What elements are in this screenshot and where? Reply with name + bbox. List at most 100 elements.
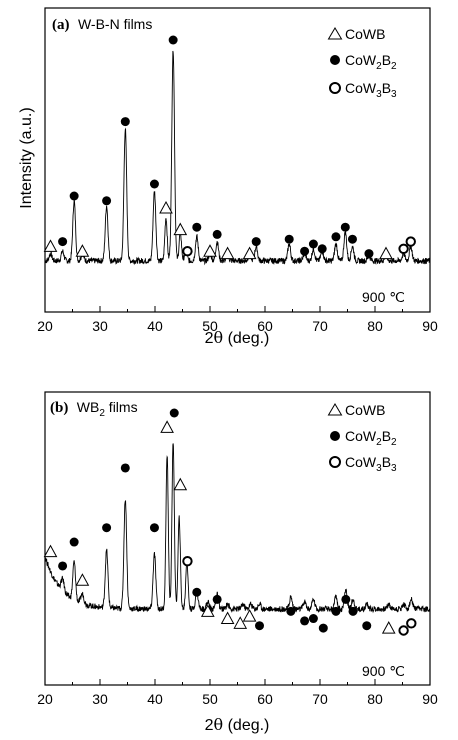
temperature-label-b: 900 ℃ (362, 663, 405, 679)
cow2b2-marker (120, 463, 130, 473)
panel-title-text-a: W-B-N films (78, 16, 152, 32)
x-tick-label: 50 (202, 691, 218, 707)
panel-tag-a: (a) (52, 17, 70, 33)
cow2b2-marker (348, 606, 358, 616)
panel-title-b: (b) WB2 films (50, 399, 138, 419)
cowb-marker (75, 573, 90, 586)
cow3b3-marker (405, 236, 416, 247)
cow2b2-marker (317, 244, 327, 254)
cow2b2-marker (251, 237, 261, 247)
cow2b2-marker (168, 35, 178, 45)
x-tick-labels-b: 20 30 40 50 60 70 80 90 (37, 691, 438, 707)
legend-open-circle-icon-b (329, 456, 341, 468)
cow2b2-marker (364, 249, 374, 259)
cow2b2-marker (69, 191, 79, 201)
x-ticks-a (44, 306, 431, 312)
cow2b2-marker (149, 523, 159, 533)
legend-label-cow3b3-b: CoW3B3 (345, 454, 397, 474)
cow2b2-marker (331, 606, 341, 616)
x-tick-label: 70 (312, 691, 328, 707)
cow2b2-marker (58, 561, 68, 571)
cowb-marker (242, 609, 257, 622)
panel-b: (b) WB2 films CoWB CoW2B2 CoW3B3 900 ℃ 2… (37, 391, 438, 734)
cow2b2-marker (212, 594, 222, 604)
cow2b2-marker (300, 246, 310, 256)
cowb-marker (200, 604, 215, 617)
x-tick-label: 80 (367, 318, 383, 334)
cow2b2-marker (212, 229, 222, 239)
cowb-marker (203, 244, 217, 257)
legend-label-cowb-b: CoWB (345, 402, 385, 418)
legend-open-circle-icon-a (329, 82, 341, 94)
x-axis-title-a: 2θ (deg.) (205, 328, 270, 347)
panel-tag-b: (b) (50, 400, 68, 416)
legend-a: CoWB CoW2B2 CoW3B3 (327, 26, 397, 100)
x-axis-title-b: 2θ (deg.) (205, 715, 270, 734)
x-tick-label: 60 (257, 691, 273, 707)
cowb-marker (43, 544, 58, 558)
y-axis-title-a: Intensity (a.u.) (18, 107, 35, 208)
cowb-marker (160, 420, 174, 433)
cowb-marker (173, 477, 188, 491)
cow2b2-marker (102, 196, 112, 206)
temperature-label-a: 900 ℃ (362, 289, 405, 305)
cow2b2-marker (331, 232, 341, 242)
legend-triangle-icon-b (327, 403, 343, 416)
cowb-marker (43, 239, 58, 252)
panel-a: Intensity (a.u.) (a) W-B-N films CoWB Co… (18, 7, 438, 347)
cow3b3-marker (182, 555, 193, 567)
x-tick-labels-a: 20 30 40 50 60 70 80 90 (37, 318, 438, 334)
xrd-pattern-a (44, 50, 431, 266)
x-tick-label: 70 (312, 318, 328, 334)
cow2b2-marker (255, 621, 264, 631)
cow2b2-marker (347, 234, 357, 244)
cow2b2-marker (308, 239, 318, 249)
legend-label-cowb-a: CoWB (345, 26, 385, 42)
x-tick-label: 50 (202, 318, 218, 334)
cowb-marker (379, 246, 393, 260)
cowb-marker (381, 621, 396, 634)
cow2b2-marker (362, 621, 372, 631)
x-tick-label: 20 (37, 318, 53, 334)
legend-label-cow2b2-b: CoW2B2 (345, 428, 397, 448)
cow2b2-marker (58, 237, 68, 247)
cowb-marker (75, 244, 90, 257)
cow3b3-marker (182, 246, 193, 257)
cow2b2-marker (284, 234, 294, 244)
cowb-marker (233, 616, 248, 629)
legend-label-cow2b2-a: CoW2B2 (345, 52, 397, 72)
legend-triangle-icon-a (327, 27, 343, 40)
x-tick-label: 30 (92, 691, 108, 707)
cowb-marker (242, 246, 257, 260)
legend-b: CoWB CoW2B2 CoW3B3 (327, 402, 397, 474)
x-tick-label: 80 (367, 691, 383, 707)
legend-filled-circle-icon-b (330, 431, 340, 441)
cow3b3-marker (398, 243, 409, 255)
cowb-marker (220, 611, 235, 625)
cow2b2-marker (192, 222, 202, 232)
phase-markers-b (43, 408, 417, 636)
panel-title-a: (a) W-B-N films (52, 16, 152, 33)
cow2b2-marker (318, 623, 328, 633)
x-tick-label: 40 (147, 318, 163, 334)
cow2b2-marker (300, 616, 310, 626)
cow2b2-marker (102, 523, 112, 533)
x-tick-label: 90 (422, 318, 438, 334)
cow2b2-marker (69, 537, 79, 547)
xrd-pattern-b (44, 443, 431, 614)
x-tick-label: 40 (147, 691, 163, 707)
x-tick-label: 90 (422, 691, 438, 707)
cow3b3-marker (406, 618, 417, 629)
cow2b2-marker (286, 606, 296, 616)
cow3b3-marker (398, 625, 409, 636)
cow2b2-marker (308, 614, 318, 624)
cowb-marker (220, 246, 235, 260)
cow2b2-marker (340, 222, 350, 232)
cow2b2-marker (149, 179, 159, 189)
cowb-marker (159, 200, 173, 214)
cow2b2-marker (120, 117, 130, 127)
x-tick-label: 30 (92, 318, 108, 334)
cowb-marker (173, 222, 188, 236)
x-ticks-b (44, 679, 431, 685)
